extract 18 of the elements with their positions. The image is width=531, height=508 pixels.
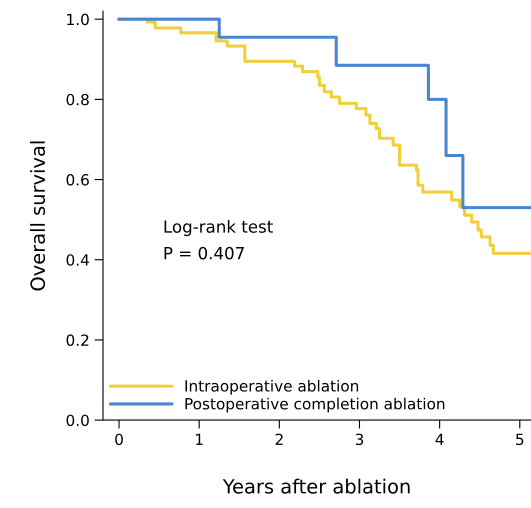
- y-axis-title: Overall survival: [30, 142, 46, 290]
- y-tick-label: 0.8: [66, 94, 89, 106]
- y-tick-label: 1.0: [67, 14, 89, 26]
- annotation: Log-rank test: [164, 220, 273, 236]
- annotation: P = 0.407: [164, 246, 244, 260]
- x-tick-label: 0: [115, 434, 123, 446]
- legend-label: Postoperative completion ablation: [185, 398, 444, 412]
- x-tick-label: 5: [516, 434, 524, 446]
- x-tick-label: 4: [436, 434, 444, 445]
- y-tick-label: 0.0: [66, 414, 89, 426]
- legend-label: Intraoperative ablation: [185, 380, 358, 395]
- x-axis-title: Years after ablation: [222, 478, 410, 494]
- y-tick-label: 0.2: [66, 334, 88, 346]
- x-tick-label: 2: [276, 434, 283, 445]
- x-tick-label: 1: [196, 434, 203, 445]
- y-tick-label: 0.6: [66, 174, 89, 186]
- y-tick-label: 0.4: [66, 254, 89, 266]
- x-tick-label: 3: [356, 434, 364, 446]
